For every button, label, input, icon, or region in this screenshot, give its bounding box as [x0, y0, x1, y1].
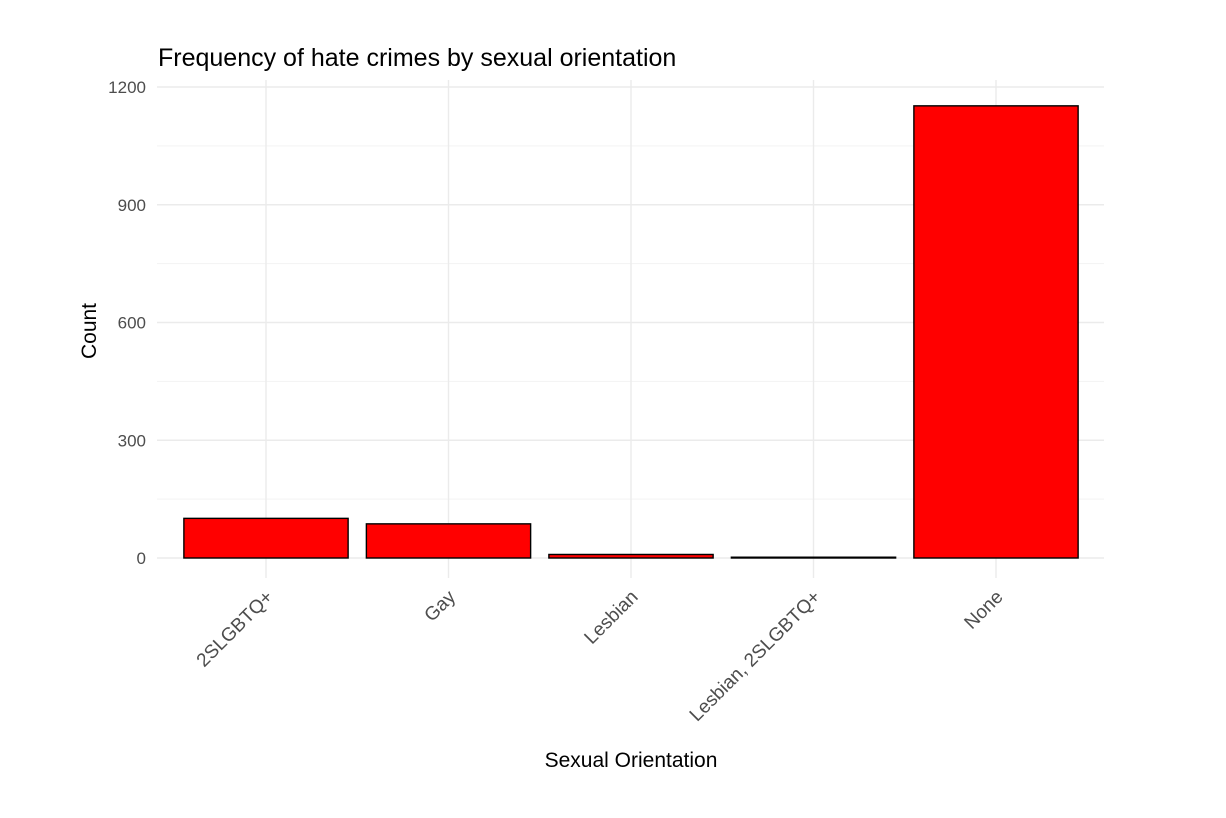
y-axis-title: Count — [78, 303, 101, 359]
chart-title: Frequency of hate crimes by sexual orien… — [158, 44, 676, 72]
bar-4 — [913, 105, 1079, 559]
y-tick-label: 1200 — [108, 78, 146, 97]
bar-2 — [548, 553, 714, 559]
bars — [183, 105, 1079, 559]
x-tick-label: Lesbian, 2SLGBTQ+ — [686, 587, 825, 726]
y-tick-label: 0 — [137, 549, 146, 568]
x-tick-label: Gay — [421, 586, 461, 626]
y-axis-ticks: 0 300 600 900 1200 — [108, 78, 146, 568]
y-tick-label: 600 — [118, 314, 146, 333]
x-axis-ticks: 2SLGBTQ+ Gay Lesbian Lesbian, 2SLGBTQ+ None — [193, 586, 1008, 726]
x-axis-title: Sexual Orientation — [545, 749, 718, 772]
bar-1 — [365, 523, 532, 559]
x-tick-label: 2SLGBTQ+ — [193, 587, 278, 672]
bar-0 — [183, 517, 349, 559]
x-tick-label: Lesbian — [581, 587, 643, 649]
x-tick-label: None — [961, 587, 1008, 634]
y-tick-label: 300 — [118, 431, 146, 450]
y-tick-label: 900 — [118, 196, 146, 215]
bar-3 — [730, 556, 897, 559]
